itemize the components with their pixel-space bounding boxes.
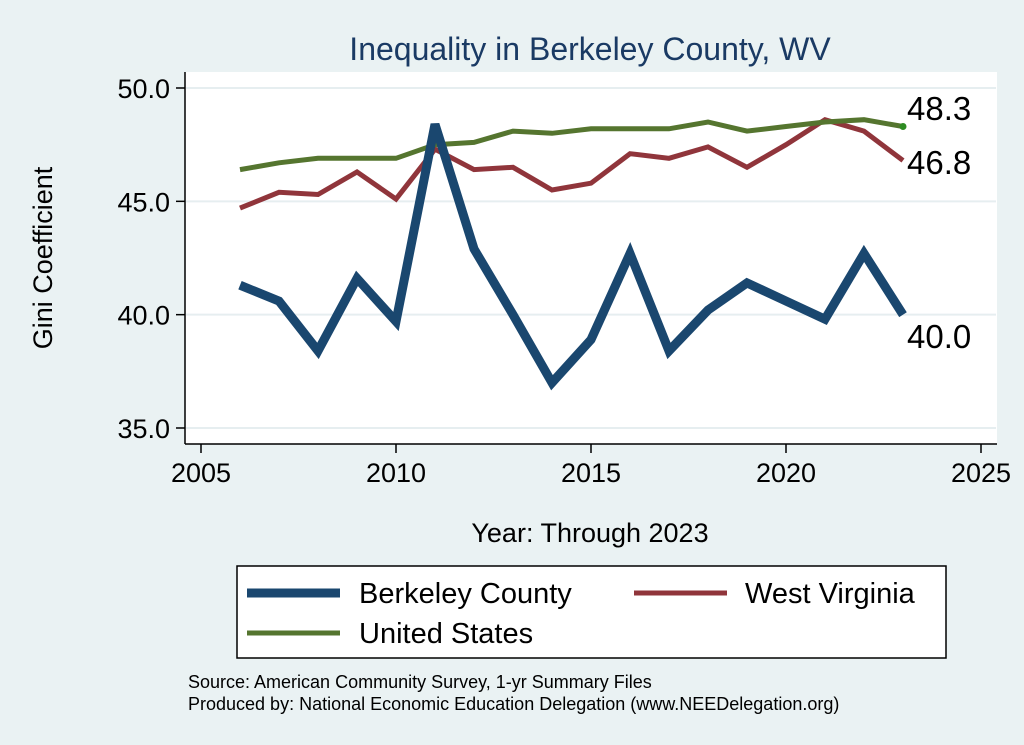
x-ticks: 2005 2010 2015 2020 2025 [171,444,1011,488]
legend-label-west-virginia: West Virginia [745,578,916,610]
y-tick-label: 45.0 [117,187,170,217]
legend-label-united-states: United States [359,618,533,650]
y-axis-title: Gini Coefficient [28,166,58,349]
legend-box [236,565,947,659]
x-tick-label: 2010 [366,458,426,488]
series-line-united-states [239,117,904,173]
y-ticks: 35.0 40.0 45.0 50.0 [117,74,185,444]
y-tick-label: 35.0 [117,414,170,444]
x-tick-label: 2005 [171,458,231,488]
end-label-west-virginia: 46.8 [907,144,971,181]
legend: Berkeley County West Virginia United Sta… [236,565,947,659]
series-layer [238,116,907,391]
series-line-west-virginia [239,116,905,211]
y-tick-label: 40.0 [117,301,170,331]
legend-label-berkeley-county: Berkeley County [359,578,572,610]
source-note: Source: American Community Survey, 1-yr … [188,672,652,692]
end-label-berkeley-county: 40.0 [907,318,971,355]
x-tick-label: 2025 [951,458,1011,488]
grid-lines [186,87,996,429]
x-tick-label: 2020 [756,458,816,488]
y-tick-label: 50.0 [117,74,170,104]
us-end-marker [899,123,907,131]
series-line-berkeley-county [238,122,907,391]
chart-title: Inequality in Berkeley County, WV [349,31,831,67]
x-axis-title: Year: Through 2023 [471,518,708,548]
producer-note: Produced by: National Economic Education… [188,694,839,714]
end-label-united-states: 48.3 [907,90,971,127]
x-tick-label: 2015 [561,458,621,488]
